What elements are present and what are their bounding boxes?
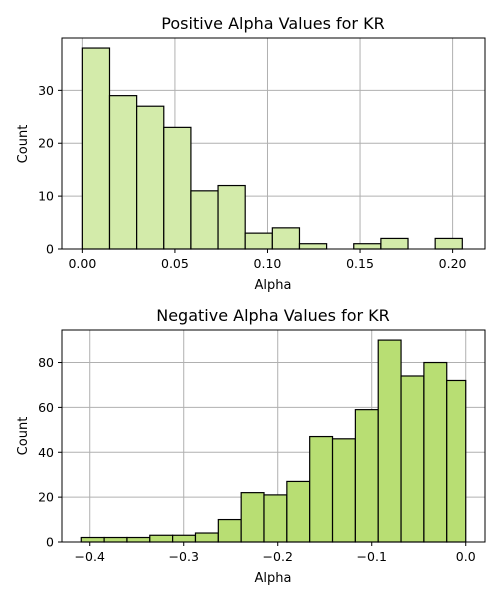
histogram-bar [149,534,174,543]
histogram-bars [81,47,463,250]
chart-title: Negative Alpha Values for KR [156,306,390,325]
x-tick-label: 0.15 [346,256,374,271]
histogram-bar [172,534,197,543]
histogram-bar [244,232,273,250]
x-tick-label: 0.20 [439,256,467,271]
histogram-bar [380,237,409,250]
plot-frame [61,329,486,543]
histogram-bar [354,409,379,543]
histogram-bar [240,492,265,543]
histogram-bar [81,47,111,250]
histogram-bar [263,494,288,543]
histogram-bar [286,480,311,543]
x-axis-label: Alpha [255,278,292,293]
y-tick-label: 0 [46,242,54,257]
histogram-bar [108,95,138,250]
x-tick-label: −0.3 [169,549,199,564]
histogram-bar [309,435,334,543]
y-tick-label: 0 [46,535,54,550]
histogram-bar [80,536,105,543]
y-tick-label: 40 [38,445,54,460]
histogram-bar [353,243,382,250]
histogram-bars [80,339,467,543]
plot-frame [61,37,486,250]
histogram-bar [400,375,425,543]
axis-ticks: 0.00 0.05 0.10 0.15 0.20 0 10 20 30 [38,83,466,271]
histogram-bar [103,536,128,543]
x-tick-label: −0.1 [357,549,387,564]
histogram-bar [423,361,448,543]
histogram-bar [190,190,219,250]
histogram-bar [331,438,356,543]
y-tick-label: 20 [38,490,54,505]
y-tick-label: 20 [38,136,54,151]
histogram-bar [136,105,165,250]
histogram-bar [271,227,301,250]
x-tick-label: 0.00 [68,256,96,271]
histogram-bar [446,379,467,543]
y-tick-label: 30 [38,83,54,98]
histogram-bar [377,339,402,543]
histogram-bar [217,184,246,250]
histogram-bar [298,243,328,250]
y-tick-label: 60 [38,400,54,415]
histogram-bar [434,237,463,250]
chart-title: Positive Alpha Values for KR [161,14,384,33]
y-axis-label: Count [16,125,31,164]
histogram-bar [194,532,219,543]
histogram-bar [126,536,151,543]
y-tick-label: 10 [38,189,54,204]
axis-ticks: −0.4 −0.3 −0.2 −0.1 0.0 0 20 40 60 80 [38,355,476,564]
x-tick-label: 0.0 [456,549,476,564]
histogram-bar [163,126,192,250]
x-tick-label: 0.05 [161,256,189,271]
positive-alpha-histogram: Positive Alpha Values for KR Alpha Count… [16,14,486,293]
x-tick-label: 0.10 [254,256,282,271]
y-axis-label: Count [16,417,31,456]
x-tick-label: −0.4 [75,549,105,564]
negative-alpha-histogram: Negative Alpha Values for KR Alpha Count… [16,306,486,586]
x-tick-label: −0.2 [263,549,293,564]
histogram-bar [217,518,242,543]
x-axis-label: Alpha [255,571,292,586]
y-tick-label: 80 [38,355,54,370]
